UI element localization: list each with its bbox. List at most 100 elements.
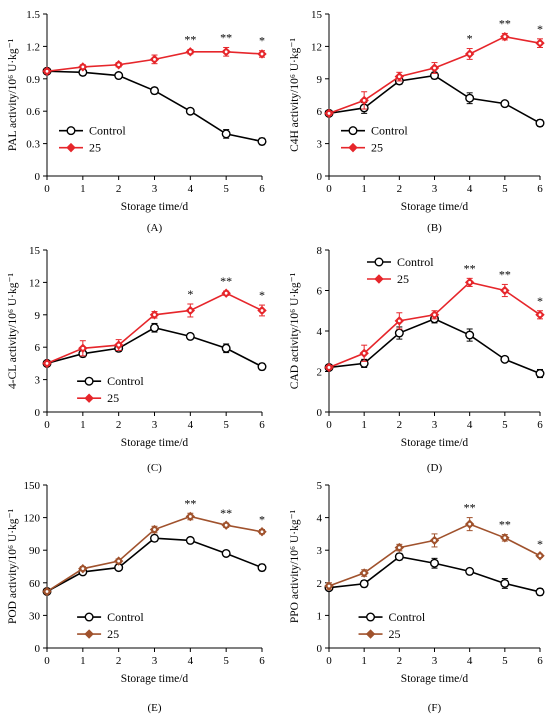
y-tick-label: 1.2 bbox=[26, 41, 40, 53]
panel-label: (E) bbox=[147, 702, 161, 714]
data-point bbox=[535, 369, 545, 379]
data-point bbox=[149, 323, 159, 333]
legend-label: Control bbox=[389, 610, 426, 624]
y-tick-label: 8 bbox=[317, 245, 323, 257]
legend-label: 25 bbox=[107, 391, 119, 405]
significance-marker: ** bbox=[464, 501, 476, 515]
x-tick-label: 1 bbox=[361, 655, 367, 667]
x-tick-label: 1 bbox=[361, 183, 367, 195]
x-tick-label: 0 bbox=[326, 655, 332, 667]
data-point-center bbox=[45, 590, 49, 593]
data-point-center bbox=[468, 281, 472, 284]
significance-marker: ** bbox=[220, 506, 232, 520]
x-tick-label: 4 bbox=[188, 655, 194, 667]
data-point-center bbox=[81, 346, 85, 350]
x-tick-label: 3 bbox=[432, 419, 438, 431]
data-point-center bbox=[224, 523, 228, 527]
data-point bbox=[359, 579, 369, 589]
legend: Control 25 bbox=[77, 610, 144, 641]
y-tick-label: 0.6 bbox=[26, 106, 40, 118]
data-point bbox=[257, 563, 267, 573]
data-point-center bbox=[503, 536, 507, 540]
data-point-center bbox=[397, 319, 401, 323]
significance-marker: ** bbox=[220, 30, 232, 44]
legend-label: Control bbox=[107, 610, 144, 624]
significance-marker: * bbox=[537, 294, 543, 308]
data-point-center bbox=[188, 309, 192, 312]
legend-marker bbox=[66, 142, 76, 153]
data-point bbox=[535, 587, 545, 597]
data-point bbox=[500, 354, 510, 364]
chart-panel-4: 0 2 4 6 8 0 1 2 3 4 5 6 Storage time/d CAD activity/1… bbox=[289, 245, 545, 474]
data-point-center bbox=[397, 546, 401, 549]
data-point bbox=[430, 558, 440, 568]
legend: Control 25 bbox=[341, 124, 408, 155]
y-axis-title: POD activity/10⁶ U·kg⁻¹ bbox=[7, 508, 19, 624]
y-tick-label: 6 bbox=[35, 342, 41, 354]
y-tick-label: 0.9 bbox=[26, 74, 40, 86]
y-tick-label: 4 bbox=[317, 326, 323, 338]
significance-marker: ** bbox=[184, 33, 196, 47]
y-tick-label: 12 bbox=[29, 277, 40, 289]
significance-marker: ** bbox=[220, 274, 232, 288]
series-line bbox=[328, 281, 541, 369]
significance-marker: ** bbox=[499, 267, 511, 281]
data-point bbox=[394, 328, 404, 338]
data-point bbox=[257, 136, 267, 146]
x-tick-label: 0 bbox=[44, 183, 50, 195]
legend-label: 25 bbox=[89, 141, 101, 155]
series-treatment bbox=[324, 517, 545, 591]
data-point bbox=[185, 106, 195, 116]
x-tick-label: 2 bbox=[397, 655, 403, 667]
x-tick-label: 4 bbox=[467, 183, 473, 195]
y-tick-label: 150 bbox=[24, 480, 41, 492]
x-axis-title: Storage time/d bbox=[121, 201, 189, 213]
data-point bbox=[185, 535, 195, 545]
y-tick-label: 3 bbox=[317, 139, 323, 151]
data-point-center bbox=[153, 528, 156, 531]
x-tick-label: 5 bbox=[223, 183, 229, 195]
data-point-center bbox=[362, 571, 366, 575]
y-tick-label: 0 bbox=[317, 643, 323, 655]
data-point-center bbox=[224, 291, 228, 295]
y-axis-title: PPO activity/10⁶ U·kg⁻¹ bbox=[289, 509, 301, 623]
y-axis-title: C4H activity/10⁶ U·kg⁻¹ bbox=[289, 38, 301, 152]
data-point bbox=[221, 129, 231, 139]
y-tick-label: 15 bbox=[311, 9, 323, 21]
data-point-center bbox=[260, 52, 264, 56]
data-point-center bbox=[188, 50, 192, 54]
series-treatment bbox=[42, 511, 267, 597]
data-point-center bbox=[45, 362, 49, 365]
significance-marker: * bbox=[259, 513, 265, 527]
data-point-center bbox=[327, 111, 331, 115]
data-point-center bbox=[153, 313, 156, 317]
data-point-center bbox=[538, 554, 542, 558]
x-tick-label: 2 bbox=[116, 419, 122, 431]
y-tick-label: 60 bbox=[29, 578, 41, 590]
y-tick-label: 0 bbox=[35, 171, 41, 183]
panel-label: (A) bbox=[147, 222, 163, 234]
x-tick-label: 0 bbox=[44, 419, 50, 431]
data-point bbox=[149, 86, 159, 96]
y-axis-title: CAD activity/10⁶ U·kg⁻¹ bbox=[289, 272, 301, 389]
data-point-center bbox=[117, 63, 121, 67]
y-tick-label: 6 bbox=[317, 286, 323, 298]
data-point-center bbox=[188, 515, 192, 518]
y-tick-label: 9 bbox=[317, 74, 323, 86]
y-tick-label: 3 bbox=[317, 545, 323, 557]
y-tick-label: 90 bbox=[29, 545, 41, 557]
y-tick-label: 1.5 bbox=[26, 9, 40, 21]
data-point bbox=[465, 330, 475, 340]
legend-label: Control bbox=[89, 124, 126, 138]
x-tick-label: 0 bbox=[326, 183, 332, 195]
x-tick-label: 3 bbox=[432, 183, 438, 195]
data-point-center bbox=[117, 559, 121, 563]
y-tick-label: 1 bbox=[317, 610, 323, 622]
panel-label: (B) bbox=[427, 222, 442, 234]
significance-marker: ** bbox=[499, 518, 511, 532]
data-point-center bbox=[538, 313, 542, 317]
data-point-center bbox=[327, 584, 331, 588]
x-tick-label: 3 bbox=[152, 183, 158, 195]
